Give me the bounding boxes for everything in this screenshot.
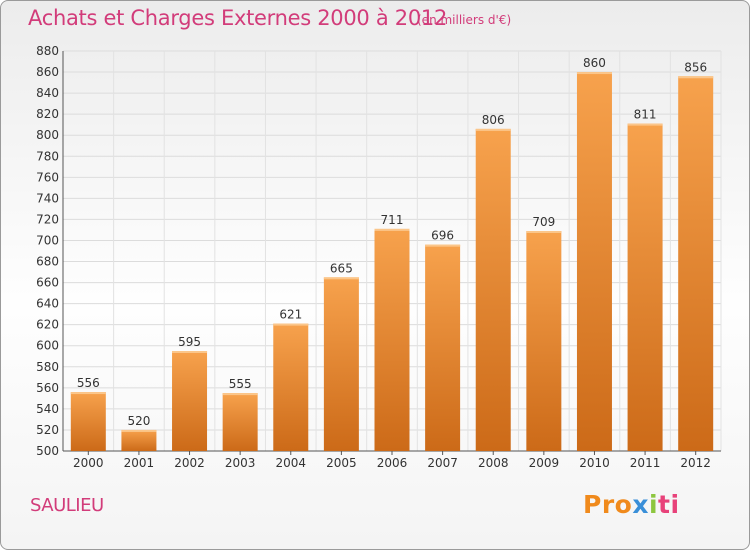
bar-highlight <box>678 76 714 79</box>
x-tick-label: 2001 <box>124 456 155 470</box>
data-label-2006: 711 <box>381 213 404 227</box>
y-tick-label: 840 <box>36 86 59 100</box>
bar-highlight <box>576 72 612 75</box>
x-tick-label: 2008 <box>478 456 509 470</box>
bars <box>70 72 714 452</box>
bar-chart: 500 520 540 560 580 600 620 640 660 680 700 720 740 7… <box>36 44 722 470</box>
y-tick-label: 600 <box>36 339 59 353</box>
chart-title: Achats et Charges Externes 2000 à 2012 <box>28 6 448 30</box>
y-tick-label: 620 <box>36 318 59 332</box>
x-tick-label: 2005 <box>326 456 357 470</box>
y-tick-label: 740 <box>36 191 59 205</box>
data-label-2008: 806 <box>482 113 505 127</box>
bar-2000 <box>70 392 106 451</box>
y-tick-label: 580 <box>36 360 59 374</box>
data-label-2004: 621 <box>279 308 302 322</box>
data-label-2002: 595 <box>178 335 201 349</box>
y-tick-label: 880 <box>36 44 59 58</box>
y-tick-label: 720 <box>36 212 59 226</box>
logo-part-4: ti <box>658 490 680 519</box>
proxiti-logo: Proxiti <box>583 490 680 519</box>
x-tick-label: 2012 <box>680 456 711 470</box>
y-tick-label: 500 <box>36 444 59 458</box>
x-tick-label: 2003 <box>225 456 256 470</box>
bar-2007 <box>425 244 461 451</box>
bar-highlight <box>121 429 157 432</box>
bar-highlight <box>70 392 106 395</box>
y-tick-label: 520 <box>36 423 59 437</box>
data-label-2009: 709 <box>532 215 555 229</box>
logo-part-3: i <box>648 490 659 519</box>
y-tick-label: 700 <box>36 233 59 247</box>
x-tick-label: 2010 <box>579 456 610 470</box>
logo-part-2: x <box>632 490 649 519</box>
y-tick-label: 560 <box>36 381 59 395</box>
bar-2003 <box>222 393 258 451</box>
bar-2011 <box>627 123 663 451</box>
data-label-2007: 696 <box>431 229 454 243</box>
labels: 500 520 540 560 580 600 620 640 660 680 700 720 740 7… <box>36 44 711 470</box>
bar-2001 <box>121 429 157 451</box>
bar-2010 <box>576 72 612 451</box>
y-tick-label: 660 <box>36 276 59 290</box>
data-label-2010: 860 <box>583 56 606 70</box>
y-tick-label: 640 <box>36 297 59 311</box>
y-tick-label: 760 <box>36 170 59 184</box>
bar-2008 <box>475 128 511 451</box>
y-tick-label: 820 <box>36 107 59 121</box>
city-name: SAULIEU <box>30 495 104 516</box>
bar-highlight <box>475 128 511 131</box>
x-tick-label: 2006 <box>377 456 408 470</box>
bar-highlight <box>222 393 258 396</box>
bar-highlight <box>172 351 208 353</box>
bar-highlight <box>425 244 461 247</box>
bar-2002 <box>172 351 208 451</box>
data-label-2003: 555 <box>229 377 252 391</box>
x-tick-label: 2007 <box>427 456 458 470</box>
bar-2006 <box>374 228 410 451</box>
y-tick-label: 680 <box>36 255 59 269</box>
data-label-2005: 665 <box>330 261 353 275</box>
x-tick-label: 2011 <box>630 456 661 470</box>
bar-highlight <box>323 277 359 280</box>
bar-2012 <box>678 76 714 452</box>
bar-highlight <box>627 123 663 126</box>
bar-2009 <box>526 231 562 451</box>
y-tick-label: 540 <box>36 402 59 416</box>
data-label-2011: 811 <box>634 108 657 122</box>
y-tick-label: 780 <box>36 149 59 163</box>
y-tick-label: 860 <box>36 65 59 79</box>
x-tick-label: 2009 <box>529 456 560 470</box>
y-tick-label: 800 <box>36 128 59 142</box>
data-label-2012: 856 <box>684 60 707 74</box>
bar-highlight <box>374 228 410 231</box>
bar-highlight <box>526 231 562 233</box>
bar-2004 <box>273 323 309 451</box>
bar-2005 <box>323 277 359 451</box>
data-label-2000: 556 <box>77 376 100 390</box>
data-label-2001: 520 <box>127 414 150 428</box>
bar-highlight <box>273 323 309 326</box>
chart-unit: (en milliers d'€) <box>417 13 512 27</box>
x-tick-label: 2000 <box>73 456 104 470</box>
x-tick-label: 2002 <box>174 456 205 470</box>
logo-part-1: Pro <box>583 490 633 519</box>
x-tick-label: 2004 <box>275 456 306 470</box>
